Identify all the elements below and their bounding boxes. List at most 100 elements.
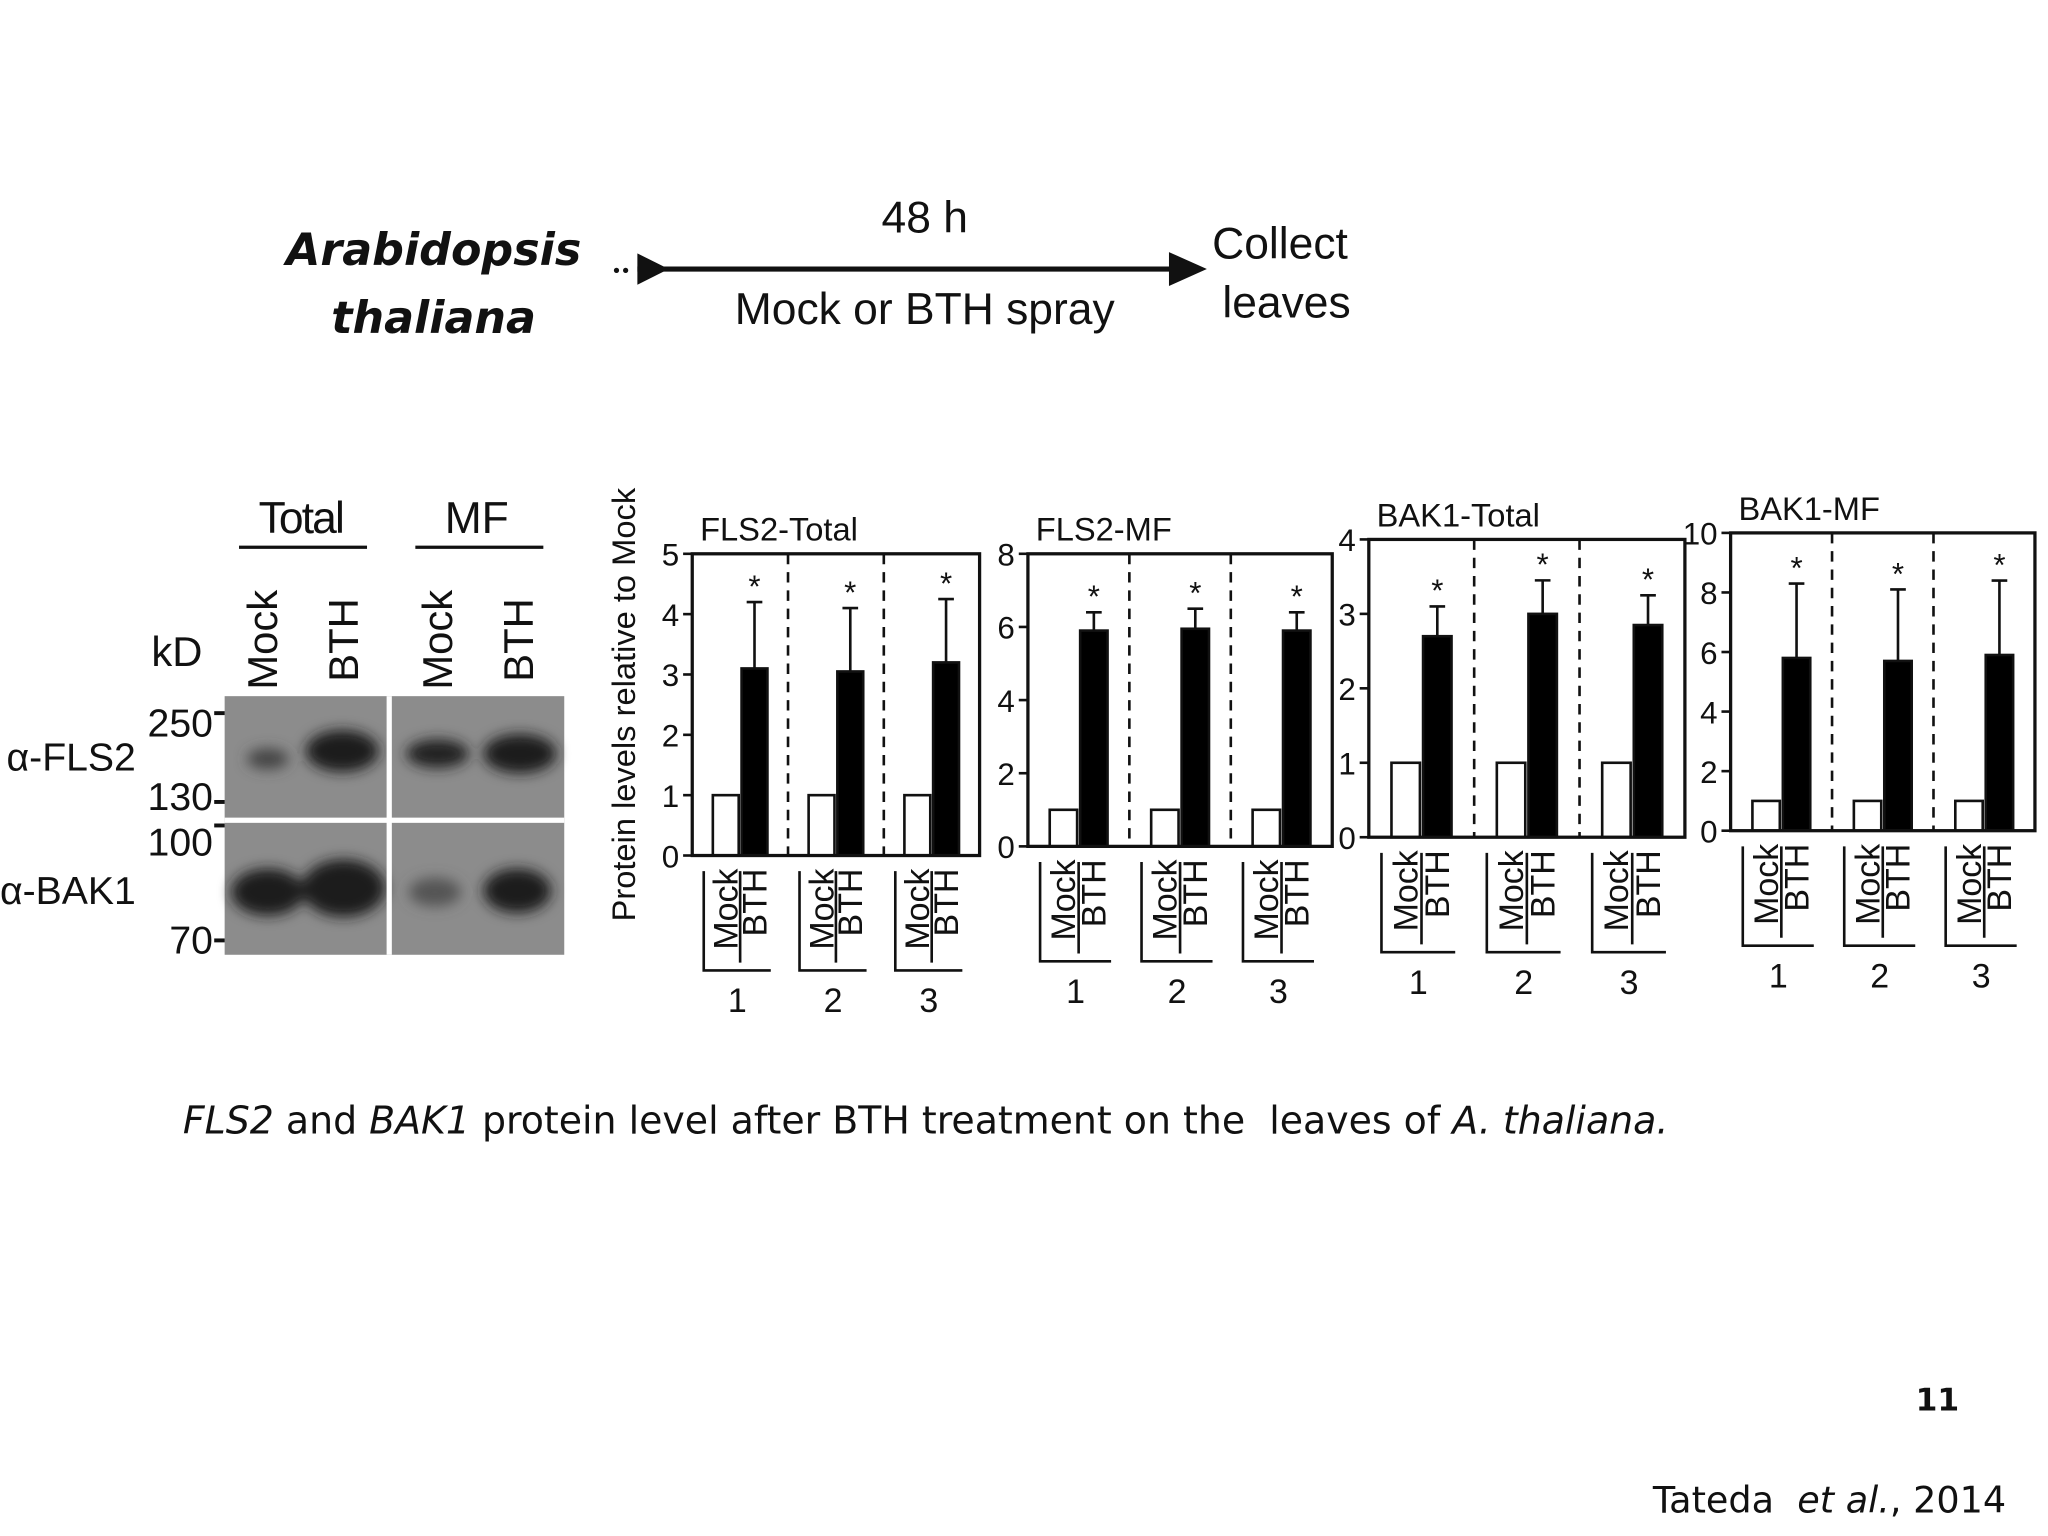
chart-title: BAK1-Total <box>1377 496 1540 533</box>
x-tick-label: 2 <box>824 982 843 1020</box>
y-tick-label: 2 <box>662 719 679 754</box>
series-label: BTH <box>1778 844 1816 912</box>
blot-image <box>214 545 565 955</box>
error-bar <box>1890 588 1906 661</box>
text-run: protein level after BTH treatment on the… <box>470 1099 1452 1143</box>
bar <box>836 670 865 857</box>
y-tick-label: 8 <box>997 538 1014 573</box>
text-run: A. thaliana. <box>1449 1099 1668 1143</box>
group-bracket <box>1485 852 1561 954</box>
y-tick-label: 1 <box>662 779 679 814</box>
series-label: Mock <box>1493 849 1531 931</box>
x-tick-label: 3 <box>1620 964 1639 1002</box>
blot-lane: BTH <box>495 598 542 682</box>
endpoint-line: Collect <box>1212 220 1348 269</box>
plot-frame <box>1026 552 1334 848</box>
series-label: BTH <box>736 869 774 937</box>
significance-mark: * <box>1537 547 1549 582</box>
series-label: Mock <box>1387 849 1425 931</box>
y-tick-label: 6 <box>997 611 1014 646</box>
series-label: Mock <box>1147 858 1185 940</box>
series-label: BTH <box>1419 850 1457 918</box>
y-tick-label: 4 <box>662 598 679 633</box>
bar <box>1048 808 1079 848</box>
series-label: Mock <box>1598 849 1636 931</box>
marker: 70 <box>169 919 213 962</box>
significance-mark: * <box>1993 547 2005 582</box>
significance-mark: * <box>748 569 760 604</box>
series-label: Mock <box>1849 843 1887 925</box>
x-tick-label: 2 <box>1168 973 1187 1011</box>
y-tick-label: 3 <box>1338 598 1355 633</box>
bar <box>1954 799 1985 833</box>
series-label: Mock <box>1951 843 1989 925</box>
page-number: 11 <box>1916 1383 1960 1419</box>
y-tick-label: 2 <box>1700 755 1717 790</box>
group-bracket <box>798 871 867 972</box>
series-label: BTH <box>1630 850 1668 918</box>
citation: Tateda et al., 2014 <box>1652 1478 2006 1521</box>
bar-chart: FLS2-Total Protein levels relative to Moc… <box>605 487 982 1020</box>
error-bar <box>1534 579 1551 614</box>
blot-row: α-FLS2 <box>7 737 136 780</box>
significance-mark: * <box>940 566 952 601</box>
y-tick-label: 4 <box>997 684 1014 719</box>
y-tick-label: 8 <box>1700 576 1717 611</box>
bar-chart: BAK1-MF 0 2 4 6 8 10 Mock * BTH 1 Mock * BTH 2 Mock * BTH… <box>1683 490 2037 995</box>
error-bar <box>1086 611 1102 631</box>
x-tick-label: 1 <box>1769 957 1788 995</box>
x-tick-label: 2 <box>1870 957 1889 995</box>
error-bar <box>1429 605 1446 637</box>
bar <box>1495 761 1527 839</box>
blot-lane: Mock <box>239 590 286 690</box>
group-bracket <box>1038 862 1112 963</box>
text-run: et al. <box>1797 1478 1890 1521</box>
significance-mark: * <box>1291 579 1303 614</box>
group-bracket <box>893 871 963 972</box>
x-tick-label: 3 <box>1972 957 1991 995</box>
bar <box>1852 799 1883 833</box>
significance-mark: * <box>1892 556 1904 591</box>
error-bar <box>842 606 859 672</box>
y-tick-label: 5 <box>662 538 679 573</box>
text-run: and <box>274 1099 369 1143</box>
group-bracket <box>702 871 771 972</box>
bar <box>1390 761 1422 839</box>
duration: 48 h <box>882 193 968 242</box>
error-bar <box>1640 593 1656 626</box>
bar <box>1180 627 1211 848</box>
caption: FLS2 and BAK1 protein level after BTH tr… <box>183 1099 1669 1143</box>
group-bracket <box>1842 846 1916 947</box>
group-bracket <box>1741 846 1814 947</box>
marker: 100 <box>148 822 213 865</box>
bar <box>1751 799 1782 833</box>
group-bracket <box>1380 852 1456 954</box>
y-tick-label: 3 <box>662 658 679 693</box>
blot-lane: BTH <box>320 598 367 682</box>
plot-frame <box>1728 531 2037 833</box>
bar <box>1600 761 1632 839</box>
y-tick-label: 0 <box>1700 814 1717 849</box>
plot-frame <box>690 552 982 858</box>
bar <box>1984 653 2015 833</box>
bar <box>1078 629 1109 848</box>
group-bracket <box>1944 846 2017 947</box>
y-tick-label: 0 <box>1338 821 1355 856</box>
error-bar <box>938 597 954 663</box>
blot-lane: Mock <box>414 590 461 690</box>
series-label: BTH <box>1880 844 1918 912</box>
blot-group: MF <box>445 494 509 543</box>
y-tick-label: 1 <box>1338 747 1355 782</box>
text-run: , 2014 <box>1890 1478 2006 1521</box>
y-tick-label: 2 <box>997 757 1014 792</box>
chart-title: FLS2-MF <box>1036 511 1172 548</box>
x-tick-label: 1 <box>728 982 747 1020</box>
x-tick-label: 3 <box>1269 973 1288 1011</box>
blot-unit: kD <box>151 628 202 675</box>
bar <box>740 667 769 857</box>
significance-mark: * <box>1189 575 1201 610</box>
chart-title: FLS2-Total <box>700 511 858 548</box>
error-bar <box>1288 611 1305 631</box>
bar-chart: FLS2-MF 0 2 4 6 8 Mock * BTH 1 Mock * BTH 2 Mock * BTH 3 <box>997 511 1334 1011</box>
